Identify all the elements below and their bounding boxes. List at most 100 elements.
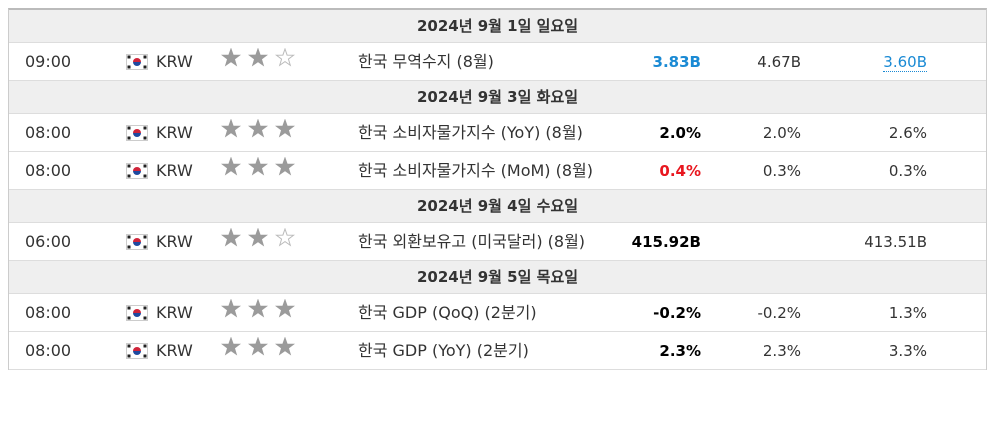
star-filled (220, 156, 242, 176)
flag-blue (133, 170, 141, 175)
flag-bar (127, 136, 131, 139)
forecast: 0.3% (711, 151, 811, 190)
actual: 3.83B (616, 42, 711, 81)
previous: 0.3% (888, 161, 927, 180)
star-filled (220, 47, 242, 67)
flag-bar (143, 55, 147, 58)
previous-cell: 3.3% (811, 331, 937, 370)
actual: 415.92B (616, 222, 711, 261)
flag-bar (127, 245, 131, 248)
event-name: 한국 GDP (QoQ) (2분기) (346, 293, 616, 332)
importance-cell (209, 113, 346, 152)
actual: 2.0% (616, 113, 711, 152)
star-empty (274, 47, 296, 67)
date-row: 2024년 9월 1일 일요일 (9, 10, 986, 43)
currency: KRW (156, 122, 193, 142)
calendar: 2024년 9월 1일 일요일 09:00 KRW 한국 무역수지 (8월) 3.83B… (8, 8, 987, 370)
spacer (937, 331, 986, 370)
importance-stars (220, 156, 296, 176)
flag-blue (133, 312, 141, 317)
flag-blue (133, 132, 141, 137)
importance-stars (220, 298, 296, 318)
actual: 0.4% (616, 151, 711, 190)
importance-stars (220, 118, 296, 138)
flag-bar (143, 316, 147, 319)
event-row: 08:00 KRW 한국 소비자물가지수 (YoY) (8월) 2.0% 2.0% 2.6… (9, 113, 986, 152)
flag-icon (126, 124, 148, 141)
event-row: 08:00 KRW 한국 GDP (YoY) (2분기) 2.3% 2.3% 3.3% (9, 331, 986, 370)
spacer (937, 293, 986, 332)
forecast: 4.67B (711, 42, 811, 81)
flag-bar (143, 164, 147, 167)
importance-cell (209, 222, 346, 261)
currency-cell: KRW (109, 331, 209, 370)
currency: KRW (156, 302, 193, 322)
date-row: 2024년 9월 3일 화요일 (9, 80, 986, 114)
actual: -0.2% (616, 293, 711, 332)
previous-cell: 2.6% (811, 113, 937, 152)
forecast (711, 222, 811, 261)
importance-cell (209, 331, 346, 370)
event-row: 08:00 KRW 한국 소비자물가지수 (MoM) (8월) 0.4% 0.3% 0.3… (9, 151, 986, 190)
star-filled (247, 336, 269, 356)
flag-icon (126, 162, 148, 179)
actual: 2.3% (616, 331, 711, 370)
flag-bar (143, 126, 147, 129)
forecast: 2.0% (711, 113, 811, 152)
star-filled (247, 47, 269, 67)
flag-icon (126, 342, 148, 359)
event-name: 한국 GDP (YoY) (2분기) (346, 331, 616, 370)
flag-bar (127, 235, 131, 238)
star-filled (220, 227, 242, 247)
star-filled (220, 298, 242, 318)
date-header: 2024년 9월 4일 수요일 (9, 189, 986, 223)
spacer (937, 222, 986, 261)
flag-bar (127, 55, 131, 58)
star-filled (247, 118, 269, 138)
event-name: 한국 외환보유고 (미국달러) (8월) (346, 222, 616, 261)
star-filled (274, 336, 296, 356)
flag-bar (143, 354, 147, 357)
importance-stars (220, 47, 296, 67)
currency: KRW (156, 231, 193, 251)
flag-icon (126, 304, 148, 321)
flag-bar (127, 344, 131, 347)
flag-bar (143, 174, 147, 177)
time: 08:00 (9, 113, 109, 152)
flag-red (133, 308, 141, 313)
flag-red (133, 346, 141, 351)
flag-bar (127, 354, 131, 357)
star-filled (274, 156, 296, 176)
currency-cell: KRW (109, 222, 209, 261)
importance-stars (220, 227, 296, 247)
forecast: -0.2% (711, 293, 811, 332)
time: 06:00 (9, 222, 109, 261)
previous: 3.3% (888, 341, 927, 360)
previous-cell: 3.60B (811, 42, 937, 81)
star-filled (220, 118, 242, 138)
currency-cell: KRW (109, 151, 209, 190)
previous: 3.60B (883, 52, 927, 72)
flag-bar (127, 65, 131, 68)
flag-bar (143, 306, 147, 309)
previous-cell: 1.3% (811, 293, 937, 332)
table-body: 2024년 9월 1일 일요일 09:00 KRW 한국 무역수지 (8월) 3.83B… (9, 10, 986, 370)
star-filled (247, 227, 269, 247)
time: 08:00 (9, 151, 109, 190)
time: 08:00 (9, 331, 109, 370)
time: 08:00 (9, 293, 109, 332)
flag-red (133, 237, 141, 242)
flag-bar (127, 164, 131, 167)
flag-blue (133, 61, 141, 66)
currency: KRW (156, 340, 193, 360)
flag-red (133, 57, 141, 62)
flag-bar (143, 65, 147, 68)
calendar-table: 2024년 9월 1일 일요일 09:00 KRW 한국 무역수지 (8월) 3.83B… (9, 10, 986, 370)
flag-blue (133, 350, 141, 355)
date-row: 2024년 9월 5일 목요일 (9, 260, 986, 294)
time: 09:00 (9, 42, 109, 81)
previous: 413.51B (864, 232, 927, 251)
event-name: 한국 소비자물가지수 (YoY) (8월) (346, 113, 616, 152)
previous: 2.6% (888, 123, 927, 142)
